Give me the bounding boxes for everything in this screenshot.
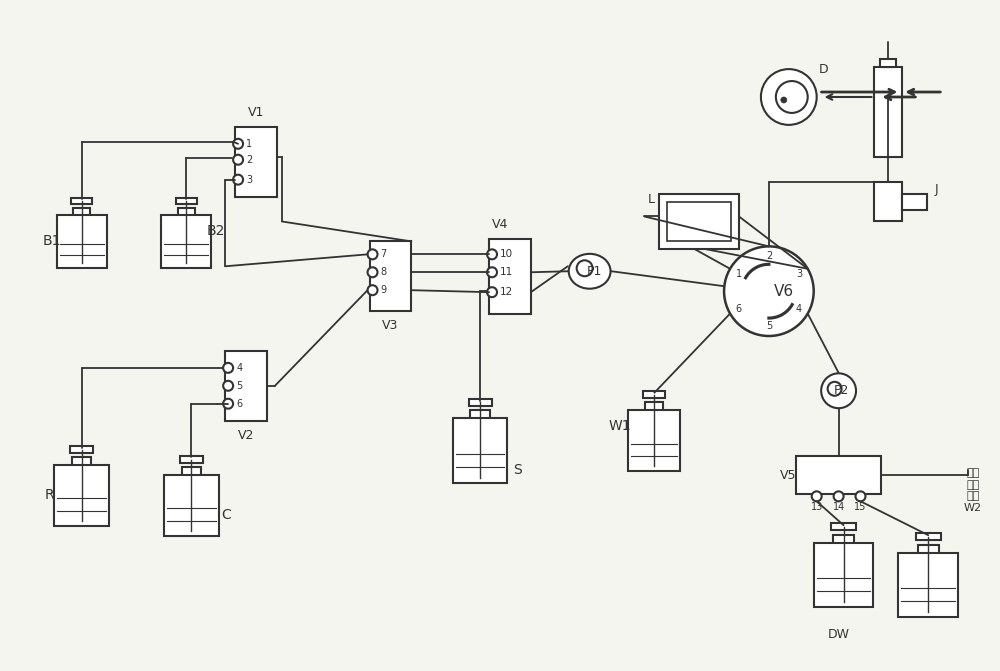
Bar bbox=[73, 208, 90, 221]
Circle shape bbox=[487, 250, 497, 259]
Text: 8: 8 bbox=[380, 267, 387, 277]
Circle shape bbox=[776, 81, 808, 113]
Bar bbox=[70, 446, 93, 453]
Text: 14: 14 bbox=[832, 503, 845, 512]
Text: 5: 5 bbox=[236, 380, 242, 391]
Text: B2: B2 bbox=[207, 224, 225, 238]
Bar bbox=[176, 198, 197, 204]
Text: S: S bbox=[514, 464, 522, 478]
Circle shape bbox=[368, 250, 378, 259]
Text: W1: W1 bbox=[608, 419, 631, 433]
Text: C: C bbox=[221, 508, 231, 522]
Bar bbox=[72, 457, 91, 472]
Circle shape bbox=[368, 285, 378, 295]
Text: V4: V4 bbox=[492, 218, 508, 231]
Text: J: J bbox=[934, 183, 938, 196]
Text: 4: 4 bbox=[796, 303, 802, 313]
Bar bbox=[470, 410, 490, 426]
Circle shape bbox=[487, 267, 497, 277]
Circle shape bbox=[223, 381, 233, 391]
Circle shape bbox=[233, 139, 243, 149]
Text: 3: 3 bbox=[796, 269, 802, 278]
Bar bbox=[161, 215, 211, 268]
Bar bbox=[489, 239, 531, 313]
Ellipse shape bbox=[821, 373, 856, 408]
Text: V2: V2 bbox=[238, 429, 254, 442]
Circle shape bbox=[781, 97, 787, 103]
Circle shape bbox=[834, 491, 844, 501]
Text: 9: 9 bbox=[380, 285, 387, 295]
Text: R: R bbox=[45, 488, 55, 503]
Text: V6: V6 bbox=[774, 284, 794, 299]
Circle shape bbox=[233, 174, 243, 185]
Text: DW: DW bbox=[828, 628, 850, 641]
Circle shape bbox=[761, 69, 817, 125]
Text: 2: 2 bbox=[246, 155, 252, 165]
Bar bbox=[225, 351, 267, 421]
Circle shape bbox=[856, 491, 865, 501]
Bar bbox=[71, 198, 92, 204]
Bar bbox=[814, 543, 873, 607]
Text: 液位
监测
装置
W2: 液位 监测 装置 W2 bbox=[964, 468, 982, 513]
Bar bbox=[453, 418, 507, 483]
Bar bbox=[469, 399, 492, 406]
Circle shape bbox=[233, 155, 243, 164]
Ellipse shape bbox=[569, 254, 611, 289]
Text: 2: 2 bbox=[766, 252, 772, 261]
Text: P2: P2 bbox=[834, 384, 849, 397]
Bar bbox=[57, 215, 107, 268]
Bar bbox=[831, 523, 856, 530]
Circle shape bbox=[724, 246, 814, 336]
Bar bbox=[796, 456, 881, 495]
Text: 6: 6 bbox=[236, 399, 242, 409]
Circle shape bbox=[812, 491, 822, 501]
Bar bbox=[643, 391, 665, 399]
Bar bbox=[370, 242, 411, 311]
Bar bbox=[659, 194, 739, 249]
Text: 11: 11 bbox=[500, 267, 513, 277]
Text: V5: V5 bbox=[780, 469, 797, 482]
Circle shape bbox=[577, 260, 593, 276]
Bar bbox=[880, 59, 896, 67]
Text: 5: 5 bbox=[766, 321, 772, 331]
Circle shape bbox=[828, 382, 842, 396]
Bar bbox=[164, 475, 219, 535]
Text: V1: V1 bbox=[248, 106, 264, 119]
Bar bbox=[874, 182, 902, 221]
Circle shape bbox=[487, 287, 497, 297]
Text: 6: 6 bbox=[736, 303, 742, 313]
Text: P1: P1 bbox=[587, 265, 602, 278]
Circle shape bbox=[368, 267, 378, 277]
Bar bbox=[918, 545, 939, 561]
Bar bbox=[874, 67, 902, 157]
Bar bbox=[54, 465, 109, 526]
Text: 4: 4 bbox=[236, 363, 242, 373]
Text: D: D bbox=[819, 62, 828, 76]
Circle shape bbox=[223, 399, 233, 409]
Bar bbox=[916, 533, 941, 540]
Text: 12: 12 bbox=[500, 287, 513, 297]
Bar bbox=[628, 410, 680, 471]
Circle shape bbox=[223, 363, 233, 373]
Text: 13: 13 bbox=[811, 503, 823, 512]
Text: 1: 1 bbox=[736, 269, 742, 278]
Bar bbox=[178, 208, 195, 221]
Text: 15: 15 bbox=[854, 503, 867, 512]
Text: 3: 3 bbox=[246, 174, 252, 185]
Bar bbox=[833, 535, 854, 551]
Text: B1: B1 bbox=[43, 234, 61, 248]
Bar bbox=[667, 202, 731, 241]
Bar bbox=[235, 127, 277, 197]
Bar bbox=[902, 194, 927, 209]
Bar bbox=[182, 467, 201, 482]
Bar bbox=[645, 403, 663, 418]
Text: V3: V3 bbox=[382, 319, 399, 332]
Text: 7: 7 bbox=[380, 250, 387, 259]
Text: 10: 10 bbox=[500, 250, 513, 259]
Text: 1: 1 bbox=[246, 139, 252, 149]
Text: L: L bbox=[648, 193, 655, 205]
Bar bbox=[180, 456, 203, 463]
Bar bbox=[898, 553, 958, 617]
